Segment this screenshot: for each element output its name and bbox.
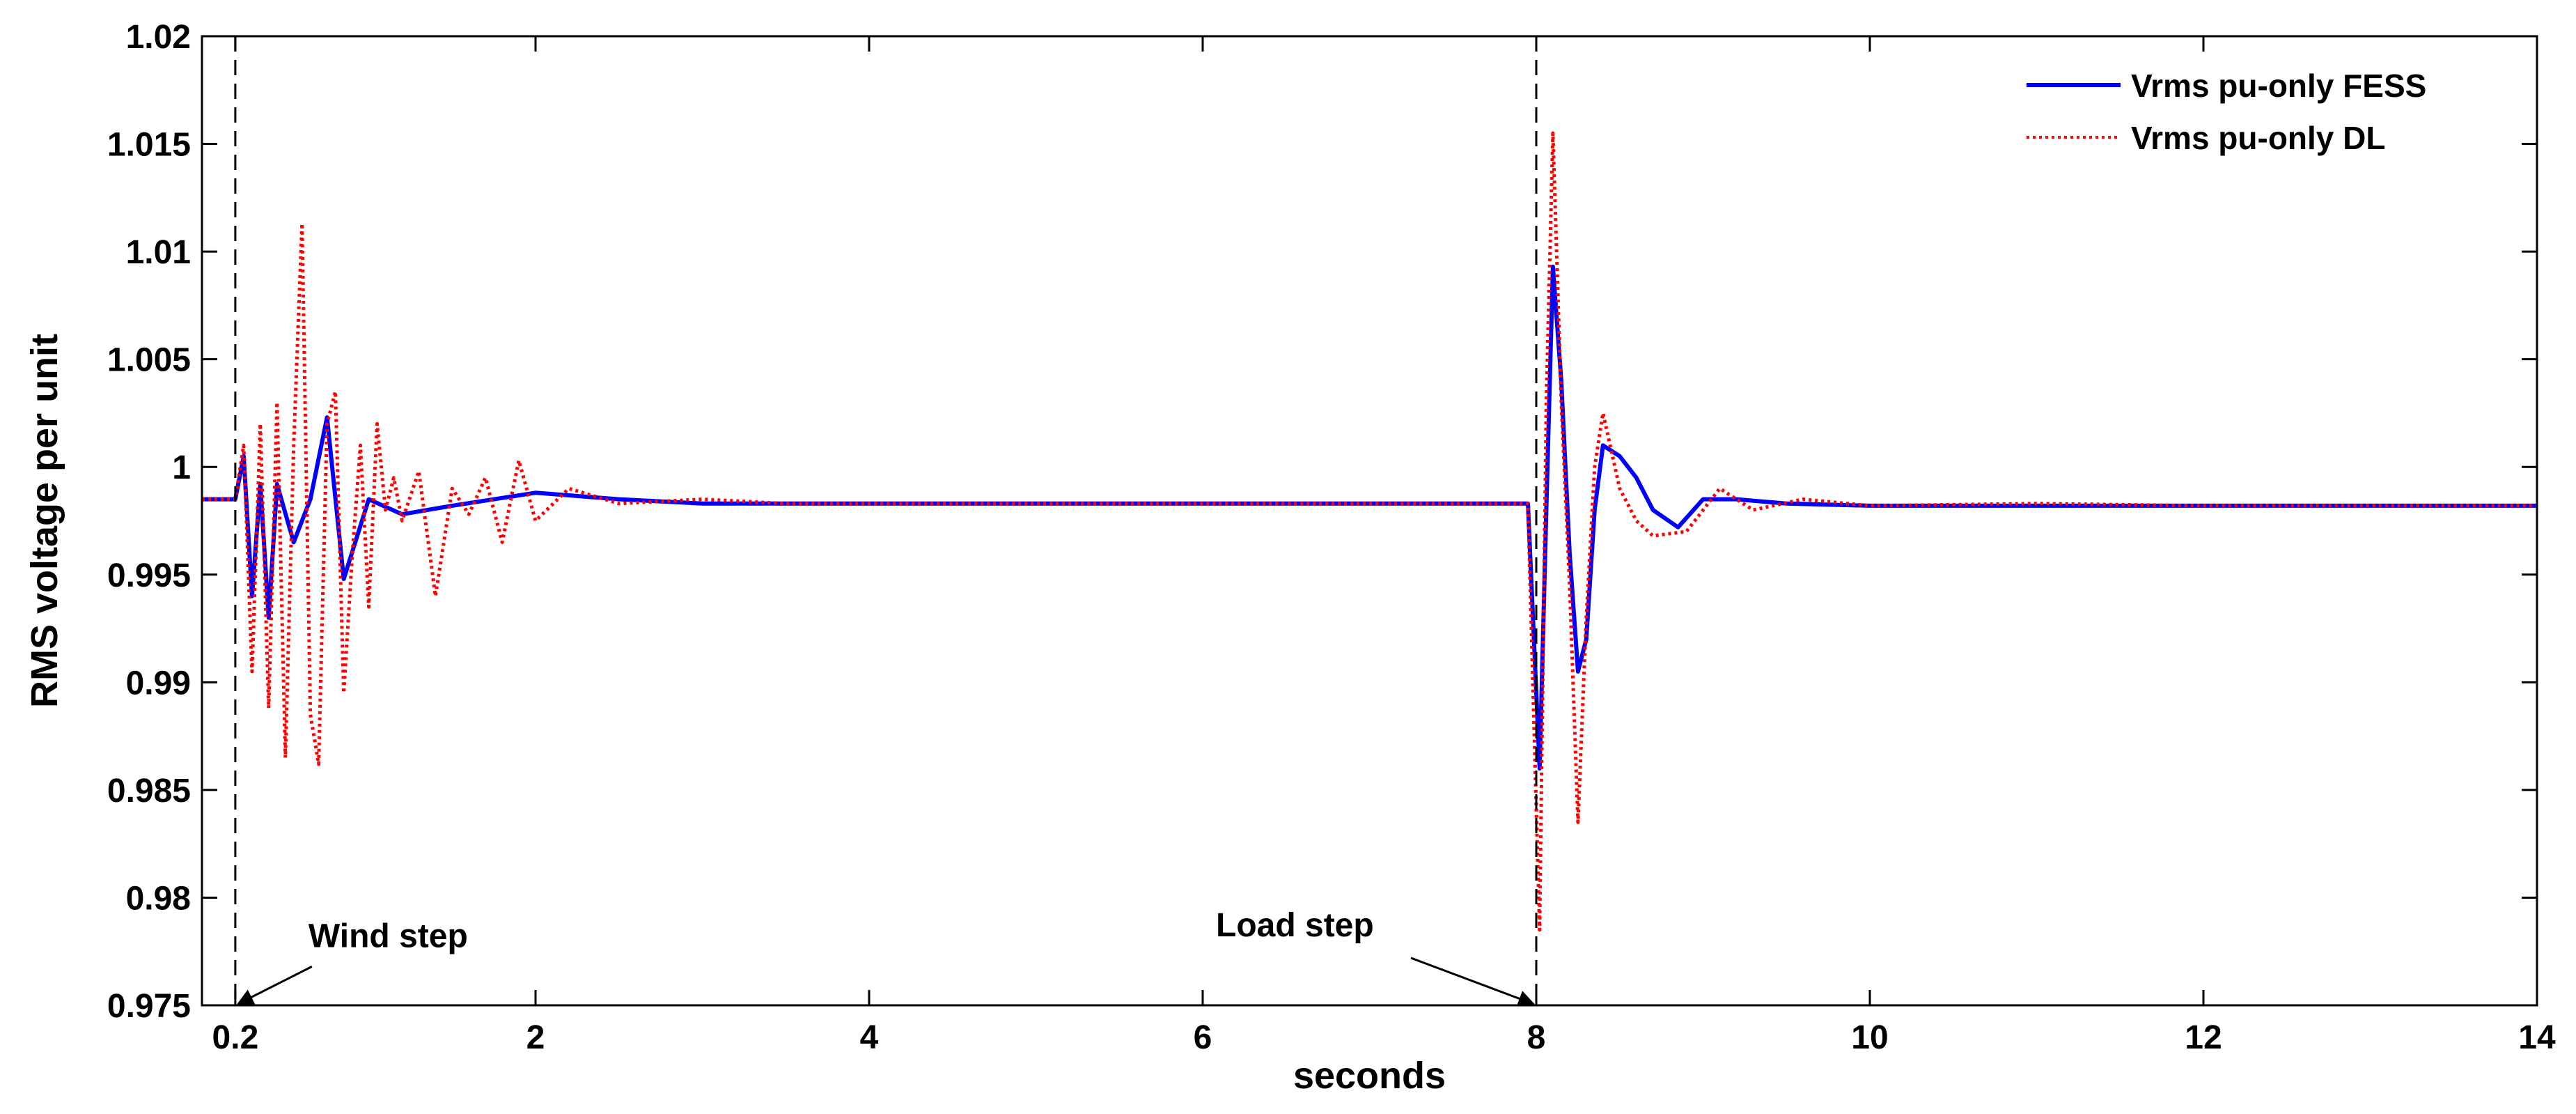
axis-ticks: 0.2 2 4 6 8 10 12 14 0.975 0.98 0.985 0.99 0.995 1 1.0…	[107, 19, 2556, 1056]
x-tick-label: 4	[860, 1019, 879, 1056]
x-tick-label: 12	[2185, 1019, 2222, 1056]
y-tick-label: 1.02	[126, 19, 191, 56]
annotations: Wind step Load step	[236, 907, 1536, 1007]
event-markers	[234, 36, 1538, 1005]
y-tick-label: 0.985	[107, 773, 191, 810]
y-tick-label: 1.01	[126, 234, 191, 271]
x-axis-title: seconds	[1293, 1055, 1446, 1097]
x-tick-label: 0.2	[212, 1019, 259, 1056]
series-group	[202, 131, 2537, 932]
y-tick-label: 1	[172, 449, 191, 486]
axis-titles: seconds RMS voltage per unit	[24, 334, 1446, 1097]
series-line-dl	[202, 131, 2537, 932]
series-line-fess	[202, 264, 2537, 771]
x-tick-label: 6	[1194, 1019, 1212, 1056]
annotation-load-step: Load step	[1216, 907, 1374, 944]
y-tick-label: 0.995	[107, 557, 191, 594]
legend-label-dl: Vrms pu-only DL	[2131, 120, 2385, 156]
annotation-arrow-wind	[236, 966, 313, 1005]
plot-content	[202, 131, 2537, 932]
y-tick-label: 1.015	[107, 127, 191, 164]
y-tick-label: 0.98	[126, 880, 191, 917]
annotation-wind-step: Wind step	[309, 918, 468, 955]
x-tick-label: 8	[1527, 1019, 1546, 1056]
plot-area-frame	[201, 35, 2538, 1007]
y-tick-label: 1.005	[107, 342, 191, 379]
y-tick-label: 0.99	[126, 665, 191, 702]
x-tick-label: 14	[2518, 1019, 2556, 1056]
x-tick-label: 10	[1851, 1019, 1888, 1056]
annotation-arrow-load	[1410, 957, 1536, 1007]
y-tick-label: 0.975	[107, 988, 191, 1025]
legend-label-fess: Vrms pu-only FESS	[2131, 68, 2426, 104]
x-tick-label: 2	[526, 1019, 545, 1056]
y-axis-title: RMS voltage per unit	[24, 334, 65, 708]
legend: Vrms pu-only FESS Vrms pu-only DL	[2027, 68, 2426, 156]
